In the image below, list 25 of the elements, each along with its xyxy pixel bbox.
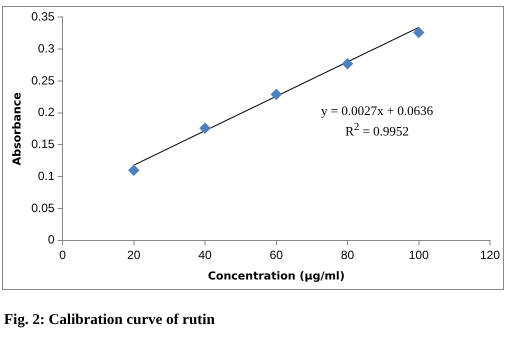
x-tick-label: 0 — [59, 248, 66, 262]
annotation: y = 0.0027x + 0.0636 — [321, 103, 434, 119]
y-tick-label: 0 — [48, 232, 55, 247]
x-tick-label: 60 — [270, 248, 284, 262]
point — [342, 58, 354, 70]
x-tick-label: 20 — [127, 248, 141, 262]
y-tick-label: 0.2 — [38, 105, 55, 120]
point — [200, 122, 211, 134]
caption: Fig. 2: Calibration curve of rutin — [4, 312, 215, 329]
y-tick-label: 0.25 — [31, 73, 55, 88]
annotation: R$^{2}$ = 0.9952 — [344, 120, 410, 140]
y-tick-label: 0.35 — [31, 10, 55, 24]
y-tick-label: 0.1 — [38, 168, 55, 183]
x-tick-label: 100 — [408, 248, 430, 262]
point — [413, 27, 424, 38]
y-tick-label: 0.3 — [38, 41, 55, 56]
x-tick-label: 40 — [198, 248, 212, 262]
point — [128, 164, 140, 176]
x-tick-label: 80 — [340, 248, 355, 262]
y-tick-label: 0.05 — [31, 200, 55, 215]
x-tick-label: 120 — [480, 248, 500, 262]
y-tick-label: 0.15 — [31, 137, 55, 152]
y-axis-title: Absorbance — [10, 92, 24, 166]
x-axis-title: Concentration (µg/ml) — [208, 269, 345, 282]
point — [270, 88, 282, 100]
